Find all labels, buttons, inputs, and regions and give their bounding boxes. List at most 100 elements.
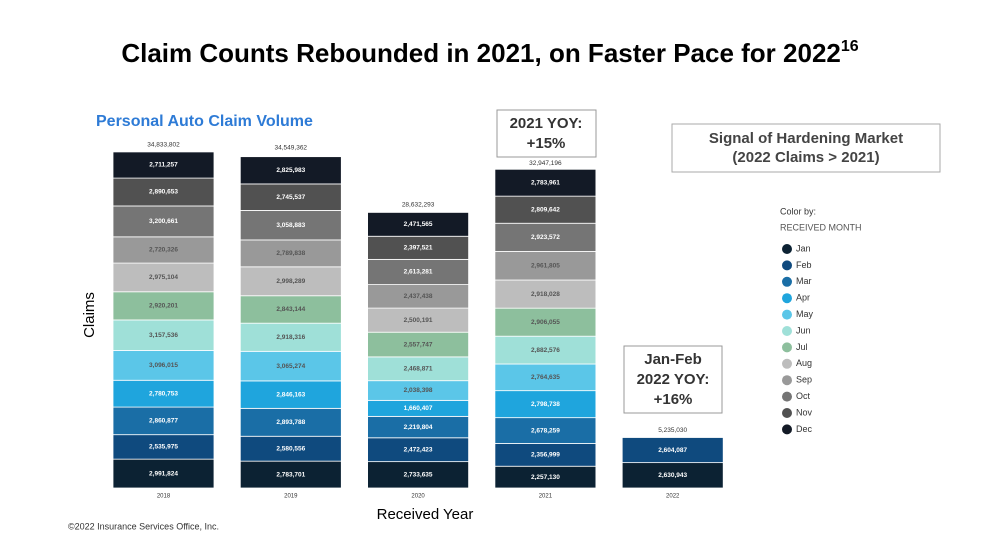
data-label: 2,780,753 bbox=[149, 390, 178, 397]
y-axis-label: Claims bbox=[81, 292, 98, 338]
bar-segment bbox=[112, 151, 215, 179]
bar-segment bbox=[112, 319, 215, 351]
x-tick-label: 2018 bbox=[157, 494, 171, 500]
data-label: 2,535,975 bbox=[149, 444, 178, 451]
subtitle: Personal Auto Claim Volume bbox=[96, 113, 313, 130]
legend-swatch bbox=[782, 244, 792, 254]
annotation: +15% bbox=[527, 135, 566, 152]
data-label: 2,720,326 bbox=[149, 247, 178, 254]
legend-label: Aug bbox=[796, 358, 812, 368]
legend-swatch bbox=[782, 358, 792, 369]
annotation: 2021 YOY: bbox=[510, 115, 583, 132]
bar-segment bbox=[239, 460, 342, 489]
legend-swatch bbox=[782, 260, 792, 271]
data-label: 2,257,130 bbox=[531, 474, 560, 481]
data-label: 3,096,015 bbox=[149, 362, 178, 369]
bar-segment bbox=[367, 331, 470, 358]
bar-segment bbox=[494, 335, 597, 365]
bar-segment bbox=[494, 390, 597, 419]
total-label: 28,632,293 bbox=[402, 202, 435, 209]
bar-segment bbox=[494, 363, 597, 392]
annotation-box bbox=[496, 109, 597, 158]
x-tick-label: 2021 bbox=[539, 494, 553, 500]
annotation-box bbox=[671, 123, 941, 173]
total-label: 32,947,196 bbox=[529, 160, 562, 167]
bar-segment bbox=[367, 258, 470, 285]
data-label: 2,500,191 bbox=[404, 317, 433, 324]
bar-segment bbox=[112, 406, 215, 436]
data-label: 2,038,398 bbox=[404, 387, 433, 394]
data-label: 2,219,804 bbox=[404, 424, 433, 431]
data-label: 2,711,257 bbox=[149, 162, 178, 169]
data-label: 2,472,423 bbox=[404, 446, 433, 453]
data-label: 2,961,805 bbox=[531, 262, 560, 269]
chart-title: Claim Counts Rebounded in 2021, on Faste… bbox=[121, 38, 858, 68]
data-label: 2,471,565 bbox=[404, 221, 433, 228]
bar-segment bbox=[239, 380, 342, 409]
total-label: 5,235,030 bbox=[658, 427, 687, 434]
data-label: 2,789,838 bbox=[276, 250, 305, 257]
bar-segment bbox=[112, 458, 215, 489]
legend-label: Jan bbox=[796, 243, 811, 253]
total-label: 34,549,362 bbox=[275, 144, 308, 151]
legend-swatch bbox=[782, 424, 792, 435]
x-tick-label: 2019 bbox=[284, 494, 298, 500]
data-label: 2,918,028 bbox=[531, 291, 560, 298]
data-label: 2,557,747 bbox=[404, 341, 433, 348]
total-label: 34,833,802 bbox=[147, 142, 180, 149]
data-label: 2,604,087 bbox=[658, 447, 687, 454]
bar-segment bbox=[621, 437, 724, 464]
bar-segment bbox=[239, 183, 342, 211]
bar-segment bbox=[112, 262, 215, 293]
legend-swatch bbox=[782, 293, 792, 304]
data-label: 2,798,738 bbox=[531, 401, 560, 408]
data-label: 2,468,871 bbox=[404, 366, 433, 373]
x-tick-label: 2020 bbox=[411, 494, 425, 500]
annotation: 2022 YOY: bbox=[637, 371, 710, 388]
data-label: 3,157,536 bbox=[149, 332, 178, 339]
data-label: 2,580,556 bbox=[276, 445, 305, 452]
bar-segment bbox=[112, 236, 215, 264]
data-label: 2,733,635 bbox=[404, 472, 433, 479]
bar-segment bbox=[494, 417, 597, 444]
title-superscript: 16 bbox=[841, 38, 859, 55]
data-label: 1,660,407 bbox=[404, 405, 433, 412]
bar-segment bbox=[494, 195, 597, 224]
data-label: 2,918,316 bbox=[276, 334, 305, 341]
legend-swatch bbox=[782, 408, 792, 418]
data-label: 2,882,576 bbox=[531, 347, 560, 354]
data-label: 2,630,943 bbox=[658, 472, 687, 479]
legend-label: Mar bbox=[796, 276, 812, 286]
data-label: 2,890,653 bbox=[149, 189, 178, 196]
data-label: 2,998,289 bbox=[276, 278, 305, 285]
annotation: +16% bbox=[654, 391, 693, 408]
legend-swatch bbox=[782, 375, 792, 386]
legend-label: Jul bbox=[796, 342, 808, 352]
data-label: 2,893,788 bbox=[276, 419, 305, 426]
legend-label: Oct bbox=[796, 391, 811, 401]
bar-segment bbox=[239, 239, 342, 268]
data-label: 2,783,961 bbox=[531, 179, 560, 186]
legend-label: Nov bbox=[796, 407, 813, 417]
data-label: 2,825,983 bbox=[276, 167, 305, 174]
bar-segment bbox=[239, 435, 342, 462]
annotation: Signal of Hardening Market bbox=[709, 130, 903, 147]
bar-segment bbox=[494, 222, 597, 252]
bar-segment bbox=[367, 461, 470, 489]
bar-segment bbox=[239, 210, 342, 241]
legend-swatch bbox=[782, 309, 792, 320]
legend-swatch bbox=[782, 391, 792, 402]
data-label: 2,783,701 bbox=[276, 471, 305, 478]
data-label: 2,975,104 bbox=[149, 274, 178, 281]
bar-segment bbox=[239, 322, 342, 352]
bar-segment bbox=[239, 350, 342, 382]
annotation-box bbox=[623, 345, 723, 414]
data-label: 2,678,259 bbox=[531, 427, 560, 434]
legend-label: Sep bbox=[796, 375, 812, 385]
legend-label: Jun bbox=[796, 325, 811, 335]
data-label: 3,200,661 bbox=[149, 218, 178, 225]
data-label: 2,356,999 bbox=[531, 452, 560, 459]
footer: ©2022 Insurance Services Office, Inc. bbox=[68, 521, 219, 531]
data-label: 3,058,883 bbox=[276, 222, 305, 229]
